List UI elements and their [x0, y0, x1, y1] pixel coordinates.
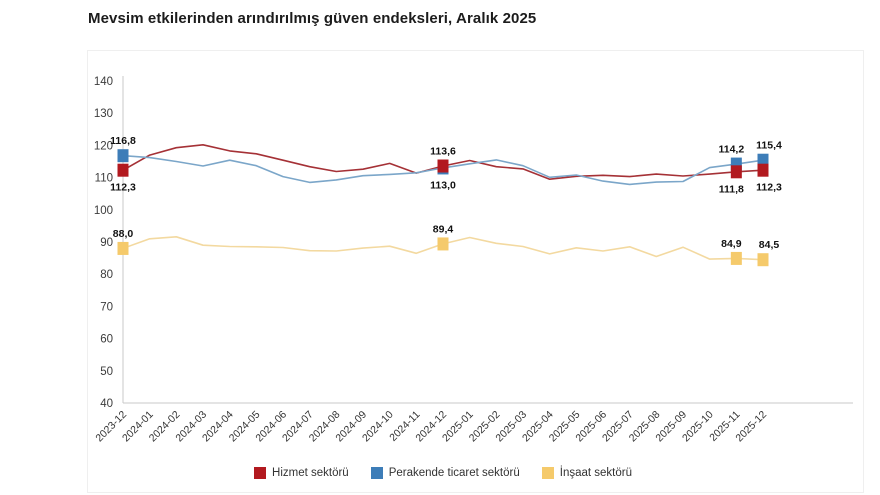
chart-panel — [87, 50, 864, 493]
data-label-insaat-2024-12: 89,4 — [433, 223, 454, 235]
marker-hizmet-2024-12 — [437, 159, 449, 173]
y-tick-label: 80 — [100, 269, 113, 281]
data-label-hizmet-2025-11: 111,8 — [719, 183, 744, 195]
marker-insaat-2023-12 — [117, 241, 129, 255]
marker-hizmet-2025-11 — [730, 165, 742, 179]
legend: Hizmet sektörü Perakende ticaret sektörü İ… — [123, 467, 763, 479]
data-label-hizmet-2023-12: 112,3 — [110, 182, 136, 194]
data-label-insaat-2025-12: 84,5 — [759, 239, 780, 251]
data-label-hizmet-2025-12: 112,3 — [756, 182, 782, 194]
y-tick-label: 50 — [100, 366, 113, 378]
data-label-perakende-2025-11: 114,2 — [718, 144, 744, 156]
data-label-perakende-2023-12: 116,8 — [110, 135, 136, 147]
marker-perakende-2025-12 — [757, 153, 769, 167]
legend-swatch-hizmet — [254, 467, 267, 479]
marker-insaat-2025-11 — [730, 251, 742, 265]
data-label-insaat-2025-11: 84,9 — [721, 238, 742, 250]
marker-hizmet-2025-12 — [757, 163, 769, 177]
marker-insaat-2025-12 — [757, 253, 769, 267]
legend-swatch-perakende — [370, 467, 383, 479]
marker-insaat-2024-12 — [437, 237, 449, 251]
legend-item-perakende: Perakende ticaret sektörü — [370, 467, 520, 479]
y-tick-label: 60 — [100, 334, 113, 346]
legend-swatch-insaat — [541, 467, 554, 479]
chart-title: Mevsim etkilerinden arındırılmış güven e… — [88, 10, 537, 27]
legend-item-insaat: İnşaat sektörü — [541, 467, 632, 479]
y-tick-label: 140 — [94, 76, 113, 88]
y-tick-label: 120 — [94, 140, 113, 152]
y-tick-label: 110 — [95, 173, 113, 185]
data-label-hizmet-2024-12: 113,6 — [430, 146, 456, 158]
y-tick-label: 100 — [94, 205, 113, 217]
y-tick-label: 130 — [94, 108, 113, 120]
legend-label-hizmet: Hizmet sektörü — [272, 467, 349, 479]
legend-label-perakende: Perakende ticaret sektörü — [388, 467, 520, 479]
data-label-perakende-2024-12: 113,0 — [430, 179, 456, 191]
y-tick-label: 90 — [100, 237, 113, 249]
legend-label-insaat: İnşaat sektörü — [559, 467, 632, 479]
marker-hizmet-2023-12 — [117, 163, 129, 177]
marker-perakende-2025-11 — [730, 157, 742, 171]
data-label-insaat-2023-12: 88,0 — [113, 228, 134, 240]
legend-item-hizmet: Hizmet sektörü — [254, 467, 349, 479]
marker-perakende-2023-12 — [117, 149, 129, 163]
y-tick-label: 70 — [100, 301, 113, 313]
data-label-perakende-2025-12: 115,4 — [756, 140, 782, 152]
y-tick-label: 40 — [100, 398, 113, 410]
